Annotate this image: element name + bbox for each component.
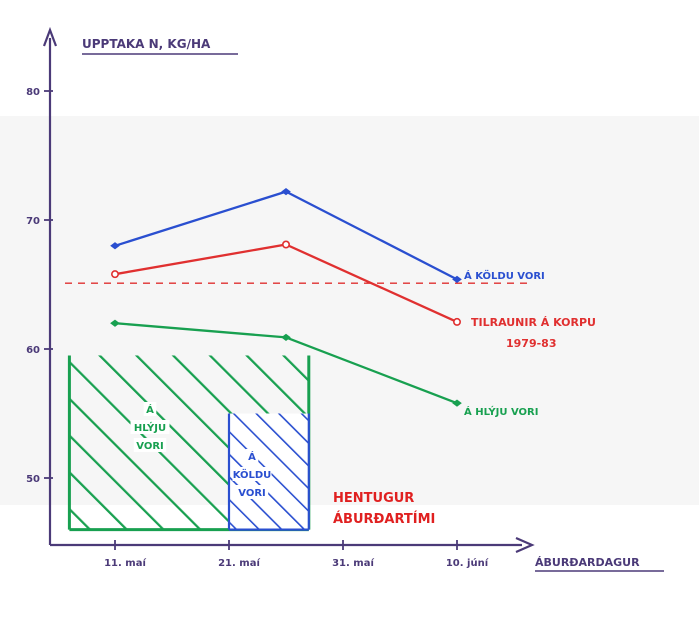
region-label-line: VORI [238,488,266,499]
y-tick-label: 50 [26,474,40,485]
axes [42,26,535,554]
series-layer [110,187,462,407]
chart-title: UPPTAKA N, KG/HA [82,37,211,51]
x-tick-label: 11. maí [104,557,146,569]
region-label-line: KÖLDU [233,467,272,481]
series-point [281,240,290,249]
series-point [110,242,120,250]
region-label-line: VORI [136,441,164,452]
region-label-line: Á [248,450,256,463]
annotation-hlyju-vori: Á HLÝJU VORI [464,405,538,418]
region-label-backing [232,467,272,481]
series-point [452,317,461,326]
region-label-backing [245,449,259,463]
region-label-backing [133,438,167,452]
annotation-tilraunir: TILRAUNIR Á KORPU [471,316,596,329]
region-label-line: Á [146,403,154,416]
series-point [281,187,291,196]
annotation-years: 1979-83 [506,337,557,350]
series-point [111,270,120,279]
series-point [452,275,462,283]
x-axis-arrow [515,536,535,554]
region-label-backing [130,420,170,434]
annotation-aburdartimi: ÁBURÐARTÍMI [333,511,435,527]
region-label-backing [235,485,269,499]
series-point [452,399,462,407]
y-tick-label: 60 [26,345,40,356]
series-point [281,333,291,342]
annotation-koldu-vori: Á KÖLDU VORI [464,268,545,282]
series-point [110,319,120,327]
ticks-layer: 50 60 70 80 11. maí 21. maí 31. maí 10. júní [26,87,489,569]
x-tick-label: 31. maí [332,557,374,569]
annotation-hentugur: HENTUGUR [333,491,414,506]
y-axis-arrow [42,26,58,47]
regions-layer: Á HLÝJU VORI Á KÖLDU VORI [67,355,311,532]
x-tick-label: 10. júní [446,557,489,569]
y-tick-label: 70 [26,216,40,227]
region-label-backing [143,402,157,416]
region-label-line: HLÝJU [134,421,166,434]
y-tick-label: 80 [26,87,40,98]
x-axis-label: ÁBURÐARDAGUR [535,556,640,569]
x-tick-label: 21. maí [218,557,260,569]
